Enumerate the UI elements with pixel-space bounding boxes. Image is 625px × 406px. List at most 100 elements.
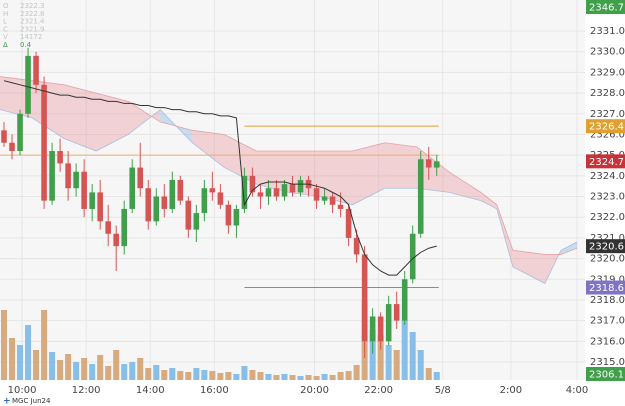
legend-value: 14172 xyxy=(20,33,42,41)
legend-value: 2321.4 xyxy=(20,18,45,26)
candle-body xyxy=(201,188,208,214)
candle-body xyxy=(233,208,240,226)
cloud-segment xyxy=(448,171,481,201)
candle-body xyxy=(177,179,184,201)
cloud-segment xyxy=(192,130,225,168)
candle-body xyxy=(121,208,128,247)
volume-bar xyxy=(129,362,136,380)
candle-body xyxy=(313,188,320,201)
volume-bar xyxy=(65,354,72,380)
volume-bar xyxy=(393,350,400,380)
legend-value: 2322.8 xyxy=(20,10,45,18)
cloud-segment xyxy=(384,142,417,189)
cloud-segment xyxy=(32,80,65,139)
cloud-segment xyxy=(560,242,577,255)
candle-body xyxy=(297,179,304,193)
candle-body xyxy=(225,204,232,226)
volume-bar xyxy=(433,372,440,380)
y-tick-label: 2329.0 xyxy=(590,67,625,78)
volume-bar xyxy=(177,371,184,380)
y-tick-label: 2322.0 xyxy=(590,212,625,223)
x-tick-label: 22:00 xyxy=(364,385,393,396)
volume-bar xyxy=(97,355,104,380)
candle-body xyxy=(361,254,368,342)
volume-bar xyxy=(113,350,120,380)
candle-body xyxy=(49,151,55,201)
volume-bar xyxy=(281,374,288,380)
candle-body xyxy=(193,213,200,230)
volume-bar xyxy=(337,372,344,380)
x-tick-label: 2:00 xyxy=(500,385,522,396)
volume-bar xyxy=(73,362,80,380)
volume-bar xyxy=(241,366,248,380)
candle-body xyxy=(241,175,248,209)
volume-bar xyxy=(265,374,272,380)
volume-bar xyxy=(225,372,232,380)
cloud-segment xyxy=(480,192,497,209)
cloud-edge xyxy=(0,76,578,255)
volume-bar xyxy=(305,375,312,380)
candle-body xyxy=(17,113,23,152)
cloud-segment xyxy=(0,76,33,118)
candles xyxy=(1,47,440,358)
y-tick-label: 2321.0 xyxy=(590,233,625,244)
candle-body xyxy=(345,208,352,238)
volume-bar xyxy=(33,350,40,380)
cloud-segment xyxy=(512,250,545,284)
candle-body xyxy=(217,192,224,205)
price-label-box xyxy=(586,0,625,14)
candle-body xyxy=(409,233,416,280)
price-label: 2326.4 xyxy=(589,122,624,133)
candle-body xyxy=(25,55,31,114)
volume-bar xyxy=(209,371,216,380)
volume-bar xyxy=(273,375,280,380)
symbol-tab[interactable] xyxy=(0,396,70,406)
price-label-box xyxy=(586,367,625,381)
y-tick-label: 2316.0 xyxy=(590,336,625,347)
volume-bar xyxy=(185,372,192,380)
candle-body xyxy=(65,163,71,189)
y-tick-label: 2317.0 xyxy=(590,316,625,327)
x-axis-background xyxy=(0,380,585,398)
volume-bar xyxy=(321,374,328,380)
price-label: 2320.6 xyxy=(589,242,624,253)
indicator-line-path xyxy=(3,80,437,276)
y-tick-label: 2330.0 xyxy=(590,47,625,58)
y-tick-label: 2323.0 xyxy=(590,192,625,203)
candle-body xyxy=(321,196,328,201)
cloud xyxy=(0,76,578,284)
volume-bar xyxy=(297,376,304,380)
price-label-box xyxy=(586,280,625,295)
legend-key: C xyxy=(3,25,8,33)
candle-body xyxy=(9,142,15,152)
cloud-edge xyxy=(0,109,578,284)
indicator-line xyxy=(3,80,437,276)
volume-bar xyxy=(401,320,408,380)
legend-key: V xyxy=(3,33,8,41)
volume-bar xyxy=(257,372,264,380)
volume-bar xyxy=(105,366,112,380)
volume-bar xyxy=(345,371,352,380)
volume-bar xyxy=(409,332,416,380)
legend: O 2322.3 H 2322.8 L 2321.4 C 2321.9 V 14172 Δ 0.4 xyxy=(3,2,45,49)
x-tick-label: 12:00 xyxy=(72,385,101,396)
volume-bar xyxy=(9,338,16,380)
volume-bar xyxy=(89,364,96,380)
volume-bar xyxy=(81,358,88,380)
candle-body xyxy=(257,192,264,197)
candle-body xyxy=(1,130,7,143)
volume-bar xyxy=(161,370,168,380)
x-tick-label: 14:00 xyxy=(136,385,165,396)
candle-body xyxy=(209,188,216,193)
x-tick-label: 4:00 xyxy=(566,385,588,396)
volume-bar xyxy=(249,370,256,380)
candle-body xyxy=(273,188,280,197)
volume-bar xyxy=(385,345,392,380)
volume-bar xyxy=(417,350,424,380)
candle-body xyxy=(265,188,272,197)
candle-body xyxy=(105,221,111,234)
volume-bar xyxy=(201,370,208,380)
candle-body xyxy=(41,84,47,201)
volume-bar xyxy=(425,368,432,380)
candle-body xyxy=(161,196,168,209)
